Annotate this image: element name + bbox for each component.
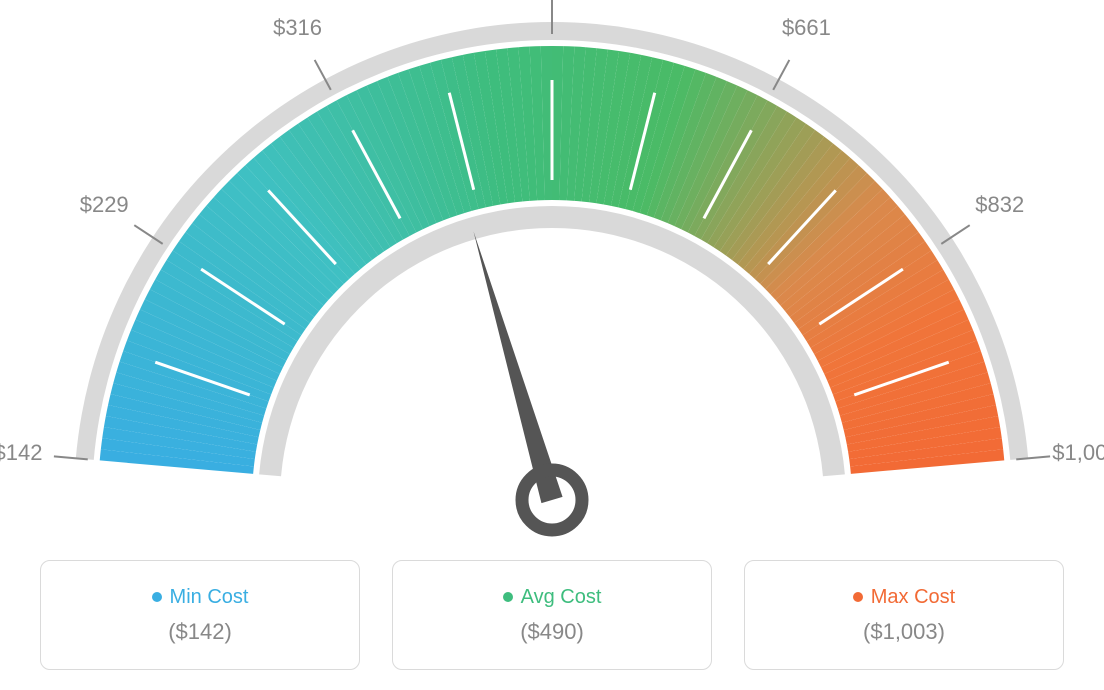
legend-card-max: Max Cost ($1,003) xyxy=(744,560,1064,670)
legend-title-text: Min Cost xyxy=(170,586,249,609)
legend-title-text: Max Cost xyxy=(871,586,955,609)
legend-value-max: ($1,003) xyxy=(863,619,945,645)
gauge-tick-label: $316 xyxy=(273,15,322,41)
legend-card-avg: Avg Cost ($490) xyxy=(392,560,712,670)
legend-value-avg: ($490) xyxy=(520,619,584,645)
gauge-tick-label: $661 xyxy=(782,15,831,41)
gauge-svg xyxy=(0,0,1104,560)
dot-icon xyxy=(853,592,863,602)
legend-card-min: Min Cost ($142) xyxy=(40,560,360,670)
gauge-tick-label: $142 xyxy=(0,440,43,466)
legend-title-text: Avg Cost xyxy=(521,586,602,609)
dot-icon xyxy=(152,592,162,602)
legend-value-min: ($142) xyxy=(168,619,232,645)
gauge-tick-label: $1,003 xyxy=(1052,440,1104,466)
dot-icon xyxy=(503,592,513,602)
gauge-needle xyxy=(473,231,562,503)
gauge-chart: $142$229$316$490$661$832$1,003 xyxy=(0,0,1104,560)
legend-title-max: Max Cost xyxy=(853,586,955,609)
legend-title-min: Min Cost xyxy=(152,586,249,609)
gauge-tick-label: $229 xyxy=(80,192,129,218)
legend-title-avg: Avg Cost xyxy=(503,586,602,609)
gauge-tick-label: $832 xyxy=(975,192,1024,218)
legend-row: Min Cost ($142) Avg Cost ($490) Max Cost… xyxy=(0,560,1104,670)
